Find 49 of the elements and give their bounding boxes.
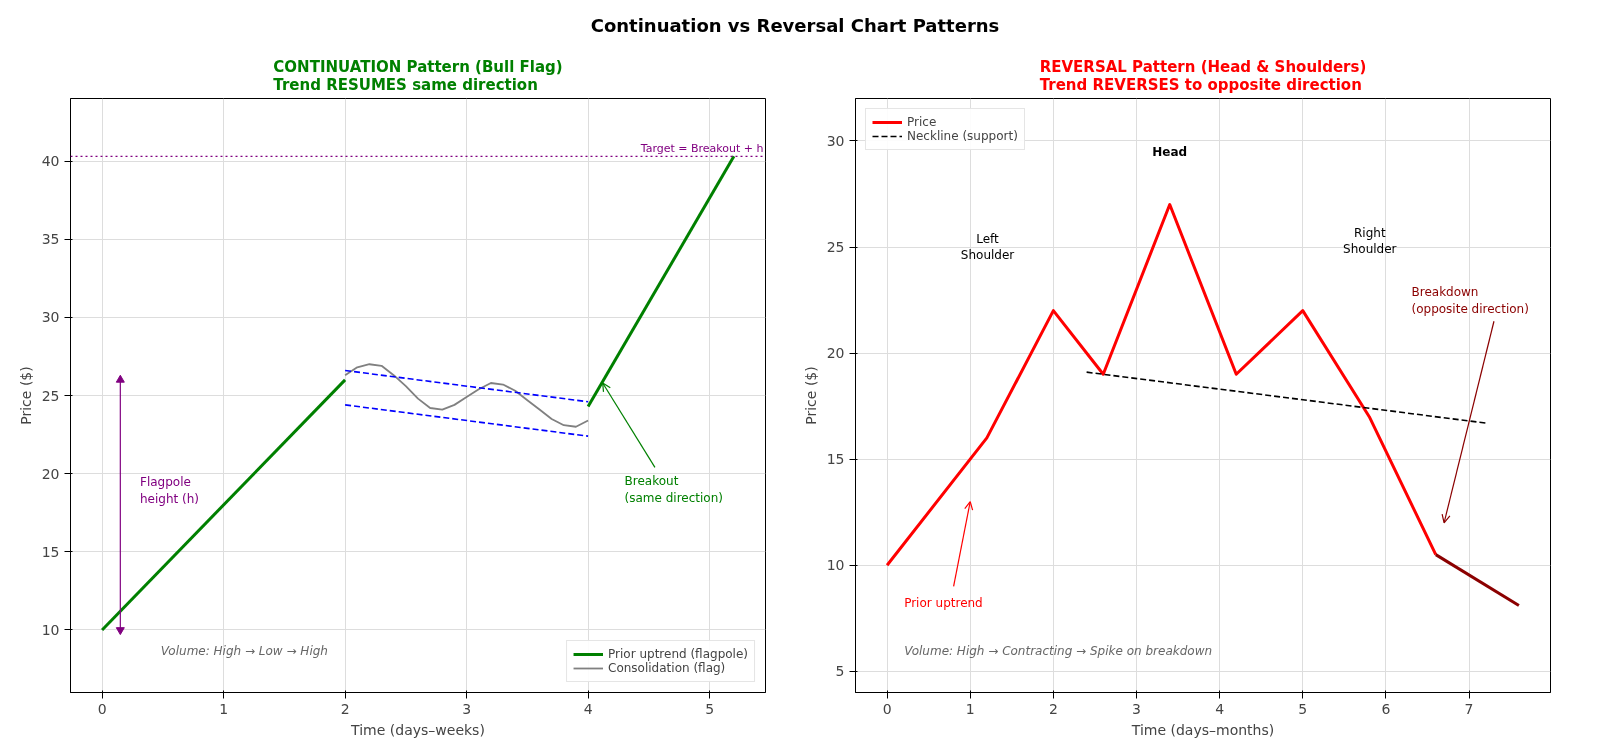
y-tick-label: 25	[41, 387, 60, 404]
x-axis-title: Time (days–months)	[1130, 721, 1275, 738]
legend-label: Prior uptrend (flagpole)	[608, 647, 748, 661]
x-tick-label: 3	[1132, 700, 1141, 717]
annotation: Right Shoulder	[1343, 225, 1397, 257]
x-axis-title: Time (days–weeks)	[350, 721, 485, 738]
y-tick-label: 15	[826, 451, 845, 468]
annotation: Volume: High → Low → High	[160, 643, 328, 658]
y-tick-label: 25	[826, 239, 845, 255]
y-tick-label: 10	[41, 621, 60, 638]
x-tick-label: 2	[340, 700, 350, 717]
y-tick-label: 20	[826, 345, 845, 362]
y-tick-label: 30	[41, 309, 60, 326]
x-tick-label: 6	[1381, 700, 1391, 717]
legend-label: Price	[907, 115, 937, 129]
annotation: Breakdown (opposite direction)	[1411, 285, 1529, 316]
chart-title: CONTINUATION Pattern (Bull Flag) Trend RESUMES same direction	[273, 57, 563, 94]
y-tick-label: 30	[826, 132, 845, 149]
y-axis-title: Price ($)	[17, 366, 34, 425]
x-tick-label: 5	[1298, 700, 1308, 717]
line-series	[344, 363, 589, 428]
x-tick-label: 4	[583, 700, 593, 717]
annotation: Prior uptrend	[904, 596, 983, 611]
x-tick-label: 2	[1048, 700, 1058, 717]
y-tick-label: 5	[835, 663, 845, 680]
y-tick-label: 15	[41, 543, 60, 560]
x-tick-label: 1	[965, 700, 975, 717]
y-axis-title: Price ($)	[802, 366, 819, 425]
x-tick-label: 5	[705, 700, 715, 717]
legend-label: Neckline (support)	[907, 129, 1018, 143]
x-tick-label: 3	[462, 700, 472, 717]
annotation: Left Shoulder	[960, 231, 1015, 263]
x-tick-label: 0	[882, 700, 892, 717]
x-tick-label: 7	[1464, 700, 1474, 717]
y-tick-label: 40	[41, 153, 60, 170]
y-tick-label: 10	[826, 557, 845, 574]
legend-label: Consolidation (flag)	[608, 661, 726, 675]
x-tick-label: 4	[1215, 700, 1225, 717]
y-tick-label: 35	[41, 231, 60, 248]
ref-line-label: Target = Breakout + h	[639, 142, 764, 156]
annotation: Head	[1152, 144, 1188, 159]
x-tick-label: 0	[97, 700, 107, 717]
annotation: Breakout (same direction)	[624, 473, 724, 505]
annotation: Flagpole height (h)	[140, 475, 200, 506]
x-tick-label: 1	[219, 700, 229, 717]
annotation: Volume: High → Contracting → Spike on breakdown	[904, 643, 1213, 658]
text: Continuation vs Reversal Chart Patterns	[590, 14, 1000, 38]
y-tick-label: 20	[41, 465, 60, 482]
chart-title: REVERSAL Pattern (Head & Shoulders) Trend REVERSES to opposite direction	[1039, 57, 1367, 94]
